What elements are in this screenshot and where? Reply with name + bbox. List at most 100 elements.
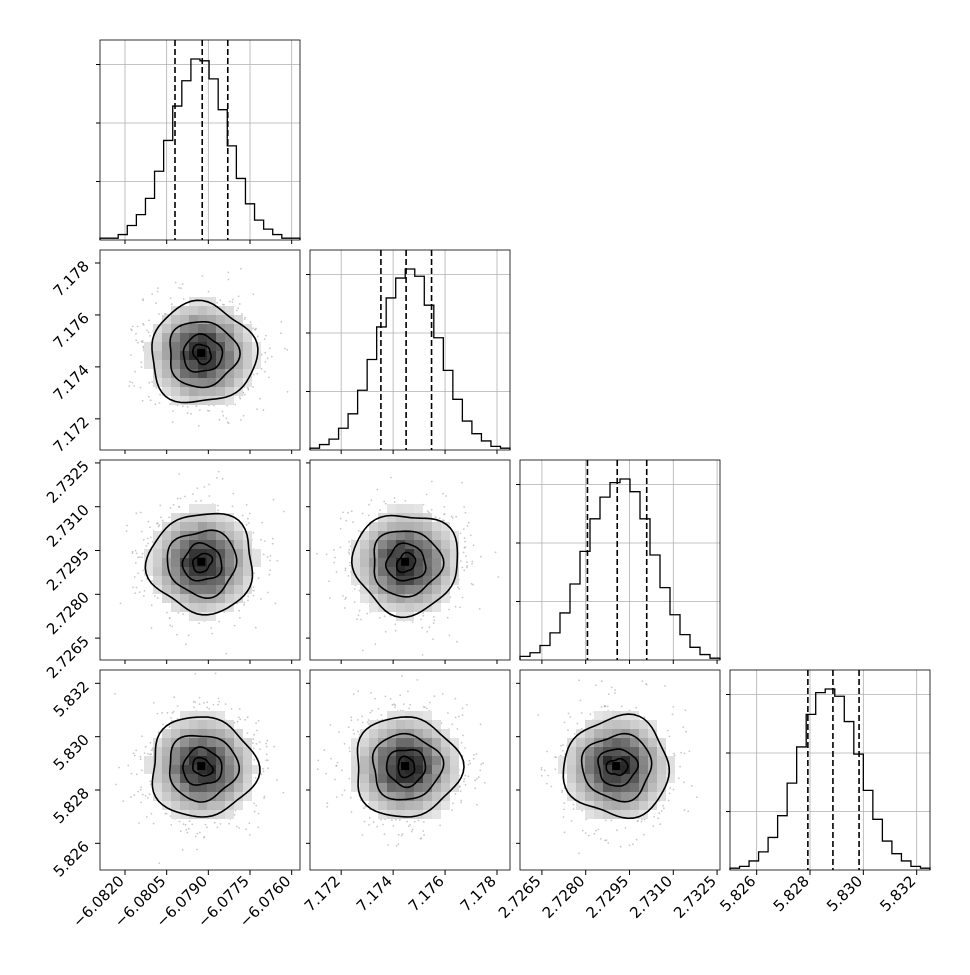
scatter-point <box>269 347 271 350</box>
scatter-point <box>132 586 134 589</box>
scatter-point <box>607 693 610 695</box>
density-cell <box>144 351 153 360</box>
scatter-point <box>326 805 329 808</box>
scatter-point <box>131 325 134 328</box>
scatter-point <box>157 287 159 289</box>
scatter-point <box>395 845 398 847</box>
histogram-panel-3 <box>726 669 931 871</box>
scatter-point <box>555 756 558 759</box>
density-cell <box>648 783 657 792</box>
scatter-point <box>443 519 445 522</box>
density-cell <box>171 729 180 738</box>
scatter-point <box>353 733 355 735</box>
scatter-point <box>135 552 138 555</box>
scatter-point <box>169 297 172 299</box>
scatter-point <box>344 569 347 572</box>
density-cell <box>621 801 630 810</box>
scatter-point <box>152 822 155 825</box>
density-cell <box>198 378 207 387</box>
scatter-point <box>473 753 475 756</box>
scatter-point <box>217 703 220 706</box>
scatter-point <box>344 567 347 570</box>
density-cell <box>585 729 594 738</box>
density-cell <box>234 801 243 810</box>
scatter-point <box>241 313 244 315</box>
scatter-point <box>348 561 351 564</box>
scatter-point <box>181 848 184 851</box>
density-cell <box>171 585 180 594</box>
scatter-point <box>257 719 260 722</box>
density-cell <box>180 729 189 738</box>
scatter-point <box>597 828 600 831</box>
scatter-point <box>192 700 195 703</box>
scatter-point <box>239 616 241 619</box>
density-cell <box>369 765 378 774</box>
density-cell <box>360 765 369 774</box>
scatter-point <box>138 591 141 594</box>
density-cell <box>153 576 162 585</box>
scatter-point <box>397 843 400 845</box>
scatter-point <box>130 328 132 331</box>
density-cell <box>378 558 387 567</box>
scatter-point <box>162 723 164 726</box>
density-cell <box>351 756 360 765</box>
density-cell <box>387 585 396 594</box>
scatter-point <box>140 366 143 368</box>
scatter-point <box>274 602 277 605</box>
scatter-point <box>203 702 205 704</box>
density-cell <box>405 531 414 540</box>
density-cell <box>612 747 621 756</box>
scatter-point <box>357 614 360 617</box>
density-cell <box>432 567 441 576</box>
scatter-point <box>463 537 466 539</box>
density-cell <box>621 720 630 729</box>
scatter-point <box>139 788 142 791</box>
scatter-point <box>130 354 132 356</box>
scatter-point <box>286 390 289 393</box>
density-cell <box>414 711 423 720</box>
density-cell <box>558 765 567 774</box>
histogram-frame <box>99 39 301 241</box>
density-cell <box>576 774 585 783</box>
scatter-point <box>260 538 262 541</box>
scatter-point <box>221 410 224 413</box>
density-cell <box>180 324 189 333</box>
scatter-point <box>669 787 671 789</box>
density-cell <box>387 756 396 765</box>
scatter-point <box>157 731 160 734</box>
scatter-point <box>451 517 454 519</box>
scatter-point <box>246 732 249 734</box>
density-cell <box>171 810 180 819</box>
density-cell <box>207 504 216 513</box>
density-cell <box>162 351 171 360</box>
scatter-point <box>430 509 433 511</box>
density-cell <box>387 729 396 738</box>
scatter-point <box>118 766 120 769</box>
density-cell <box>351 774 360 783</box>
y-tick-label: 2.7265 <box>43 632 93 682</box>
scatter-point <box>460 801 462 804</box>
scatter-point <box>178 820 181 823</box>
density-cell <box>144 558 153 567</box>
density-frame <box>99 459 301 661</box>
scatter-point <box>581 809 583 812</box>
density-cell <box>153 342 162 351</box>
scatter-point <box>150 812 153 815</box>
density-cell <box>630 810 639 819</box>
density-cell <box>153 738 162 747</box>
density-cell <box>639 720 648 729</box>
density-cell <box>414 765 423 774</box>
scatter-point <box>422 612 424 615</box>
density-cell <box>603 801 612 810</box>
density-cell <box>216 783 225 792</box>
scatter-point <box>114 692 116 695</box>
density-cell <box>387 594 396 603</box>
scatter-point <box>217 697 220 700</box>
scatter-point <box>397 833 400 836</box>
scatter-point <box>683 752 686 755</box>
density-panel-1-0 <box>99 249 301 451</box>
density-cell <box>198 333 207 342</box>
scatter-point <box>614 692 616 694</box>
scatter-point <box>133 576 136 578</box>
scatter-point <box>614 689 616 691</box>
